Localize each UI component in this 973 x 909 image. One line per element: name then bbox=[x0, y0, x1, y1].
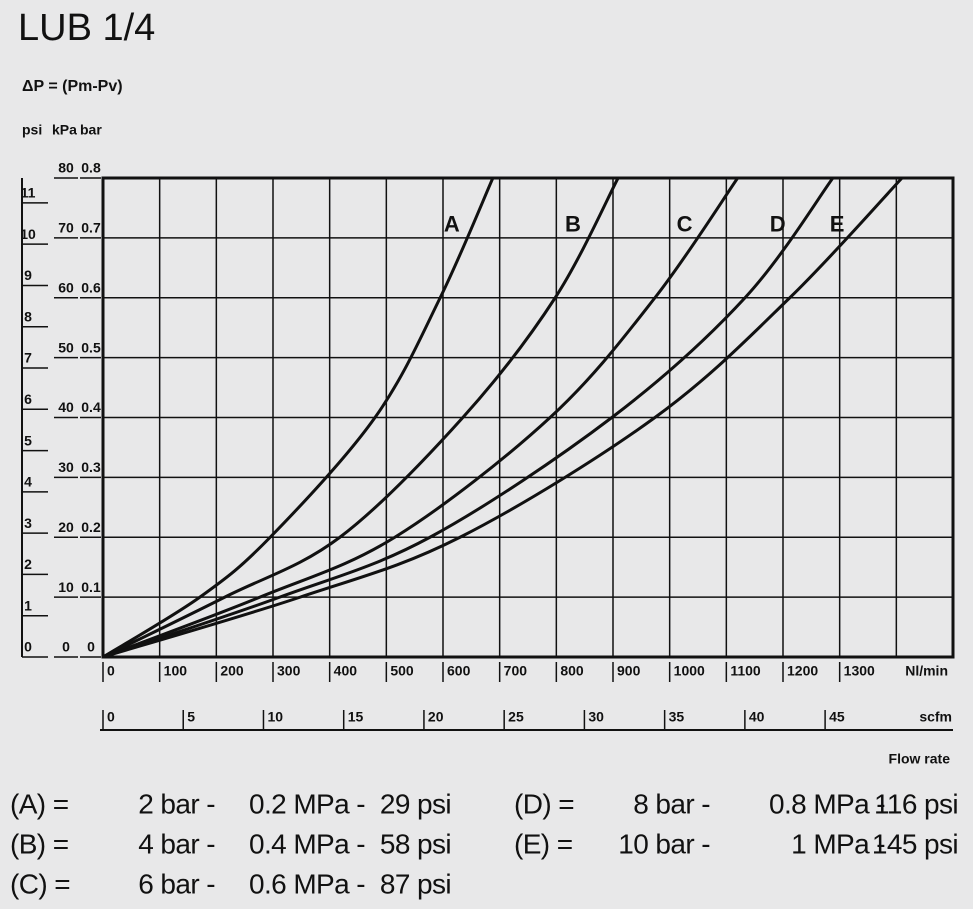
curve-label: A bbox=[444, 212, 460, 237]
x-tick-label: 20 bbox=[428, 709, 444, 725]
curve-label: D bbox=[770, 212, 786, 237]
note-text: (C) = bbox=[10, 868, 70, 899]
y-tick-label: 0 bbox=[87, 639, 95, 655]
x-tick-label: 10 bbox=[267, 709, 283, 725]
x-axis-title: Flow rate bbox=[889, 751, 951, 767]
note-text: 145 psi bbox=[872, 828, 958, 859]
y-tick-label: 0.4 bbox=[81, 399, 101, 415]
x-tick-label: 1300 bbox=[844, 663, 875, 679]
curve bbox=[102, 177, 739, 659]
y-tick-label: 11 bbox=[21, 185, 36, 201]
y-tick-label: 0.5 bbox=[81, 339, 101, 355]
note-text: 0.6 MPa - bbox=[249, 868, 365, 899]
y-tick-label: 4 bbox=[24, 474, 32, 490]
x-tick-label: 30 bbox=[588, 709, 604, 725]
note-text: 0.2 MPa - bbox=[249, 788, 365, 819]
y-tick-label: 6 bbox=[24, 391, 32, 407]
y-tick-label: 0.1 bbox=[81, 579, 101, 595]
curve-label: C bbox=[677, 212, 693, 237]
plot-frame bbox=[101, 176, 955, 659]
note-text: 2 bar - bbox=[138, 788, 215, 819]
note-text: (D) = bbox=[514, 788, 574, 819]
note-text: 10 bar - bbox=[618, 828, 710, 859]
y-tick-label: 30 bbox=[58, 459, 74, 475]
y-tick-label: 10 bbox=[58, 579, 74, 595]
x-tick-label: 500 bbox=[390, 663, 414, 679]
curve-label: E bbox=[830, 212, 845, 237]
curve bbox=[102, 177, 835, 659]
x-tick-label: 1100 bbox=[730, 663, 761, 679]
note-text: 116 psi bbox=[874, 788, 958, 819]
x-tick-label: 1200 bbox=[787, 663, 818, 679]
kpa-axis-label: kPa bbox=[52, 122, 77, 138]
note-text: 87 psi bbox=[380, 868, 451, 899]
note-text: 0.4 MPa - bbox=[249, 828, 365, 859]
x-tick-label: 35 bbox=[669, 709, 685, 725]
curve bbox=[102, 177, 495, 659]
chart-subtitle: ΔP = (Pm-Pv) bbox=[22, 78, 123, 95]
note-text: 0.8 MPa - bbox=[769, 788, 885, 819]
note-text: 6 bar - bbox=[138, 868, 215, 899]
x-tick-label: 40 bbox=[749, 709, 765, 725]
y-tick-label: 0.8 bbox=[81, 160, 101, 176]
x-tick-label: 5 bbox=[187, 709, 195, 725]
y-tick-label: 0.2 bbox=[81, 519, 101, 535]
x-tick-label: 800 bbox=[560, 663, 584, 679]
y-tick-label: 60 bbox=[58, 279, 74, 295]
note-text: 8 bar - bbox=[633, 788, 710, 819]
y-tick-label: 10 bbox=[20, 226, 36, 242]
y-tick-label: 20 bbox=[58, 519, 74, 535]
note-text: (E) = bbox=[514, 828, 572, 859]
x-tick-label: 400 bbox=[334, 663, 358, 679]
x-tick-label: 100 bbox=[164, 663, 188, 679]
curve bbox=[102, 177, 620, 659]
note-text: 1 MPa - bbox=[791, 828, 885, 859]
x-tick-label: 15 bbox=[348, 709, 364, 725]
scfm-axis-label: scfm bbox=[919, 709, 952, 725]
y-tick-label: 0.6 bbox=[81, 279, 101, 295]
y-tick-label: 80 bbox=[58, 160, 74, 176]
chart-title: LUB 1/4 bbox=[18, 7, 155, 49]
x-tick-label: 600 bbox=[447, 663, 471, 679]
note-text: (A) = bbox=[10, 788, 68, 819]
note-text: (B) = bbox=[10, 828, 68, 859]
y-tick-label: 40 bbox=[58, 399, 74, 415]
bar-axis-label: bar bbox=[80, 122, 102, 138]
x-tick-label: 200 bbox=[220, 663, 244, 679]
x-tick-label: 0 bbox=[107, 663, 115, 679]
x-tick-label: 25 bbox=[508, 709, 524, 725]
y-tick-label: 1 bbox=[24, 597, 32, 613]
y-tick-label: 3 bbox=[24, 515, 32, 531]
x-tick-label: 300 bbox=[277, 663, 301, 679]
y-tick-label: 0 bbox=[62, 639, 70, 655]
psi-axis-label: psi bbox=[22, 122, 42, 138]
nl-axis-label: Nl/min bbox=[905, 663, 948, 679]
y-tick-label: 0 bbox=[24, 639, 32, 655]
x-tick-label: 900 bbox=[617, 663, 641, 679]
note-text: 4 bar - bbox=[138, 828, 215, 859]
x-tick-label: 0 bbox=[107, 709, 115, 725]
y-tick-label: 2 bbox=[24, 556, 32, 572]
x-tick-label: 700 bbox=[504, 663, 528, 679]
curve-label: B bbox=[565, 212, 581, 237]
y-tick-label: 7 bbox=[24, 350, 32, 366]
x-tick-label: 1000 bbox=[674, 663, 705, 679]
x-tick-label: 45 bbox=[829, 709, 845, 725]
curve bbox=[102, 176, 904, 659]
y-tick-label: 5 bbox=[24, 432, 32, 448]
y-tick-label: 8 bbox=[24, 308, 32, 324]
y-tick-label: 0.7 bbox=[81, 220, 101, 236]
y-tick-label: 0.3 bbox=[81, 459, 101, 475]
note-text: 29 psi bbox=[380, 788, 451, 819]
y-tick-label: 50 bbox=[58, 339, 74, 355]
y-tick-label: 70 bbox=[58, 220, 74, 236]
note-text: 58 psi bbox=[380, 828, 451, 859]
y-tick-label: 9 bbox=[24, 267, 32, 283]
